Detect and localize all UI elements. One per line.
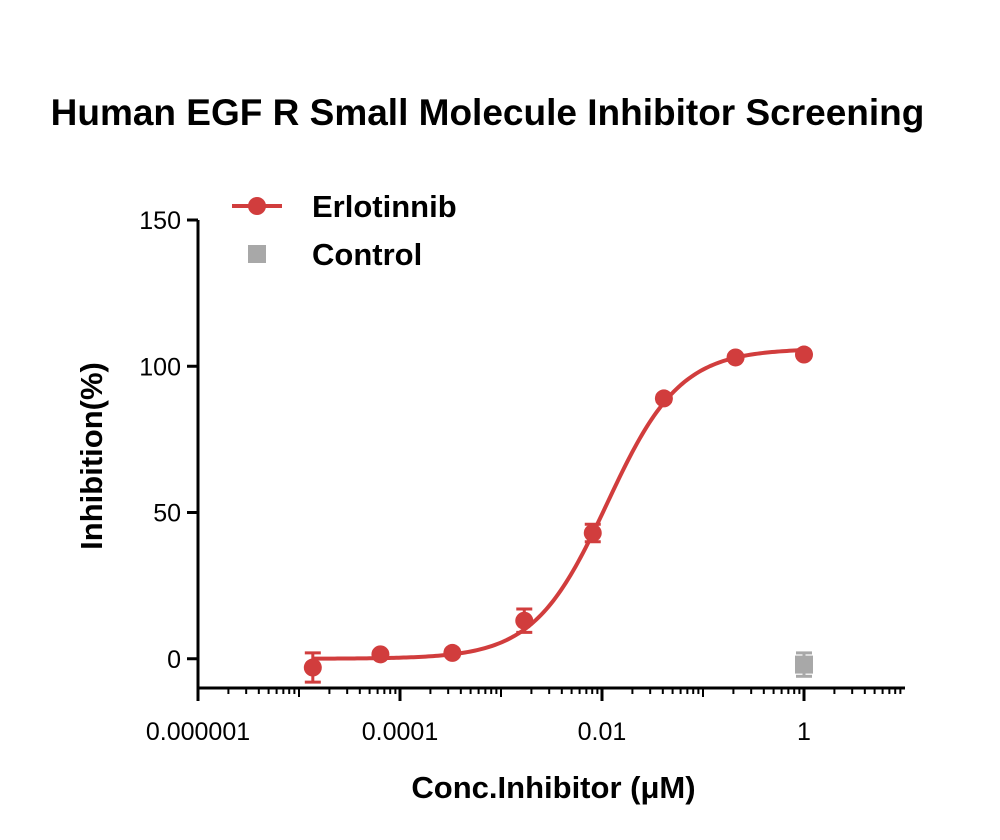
data-point (371, 645, 390, 664)
y-tick-label: 50 (153, 500, 181, 528)
y-axis-title: Inhibition(%) (74, 362, 109, 550)
legend-label-erlotinnib: Erlotinnib (312, 189, 457, 224)
legend-label-control: Control (312, 237, 422, 272)
legend: Erlotinnib Control (232, 189, 457, 272)
fit-curves (312, 348, 805, 661)
data-point (795, 655, 813, 674)
x-tick-label: 0.000001 (146, 718, 250, 746)
data-point (515, 611, 534, 630)
data-point (583, 523, 602, 542)
series-control (795, 651, 813, 678)
y-tick-label: 0 (167, 646, 181, 674)
data-point (726, 348, 745, 367)
x-axis-title: Conc.Inhibitor (μM) (411, 770, 695, 805)
x-tick-label: 0.0001 (362, 718, 438, 746)
data-point (443, 643, 462, 662)
data-point (795, 345, 813, 364)
axes: 0 50 100 150 0.000001 0.0001 0.01 1 (139, 207, 905, 746)
y-tick-label: 150 (139, 207, 181, 235)
legend-marker-control (248, 245, 266, 263)
x-tick-label: 0.01 (578, 718, 627, 746)
y-tick-label: 100 (139, 353, 181, 381)
series-erlotinnib (303, 345, 813, 684)
chart-title: Human EGF R Small Molecule Inhibitor Scr… (50, 92, 925, 133)
data-point (303, 658, 322, 677)
data-point (654, 389, 673, 408)
x-tick-label: 1 (797, 718, 811, 746)
legend-marker-erlotinnib (248, 197, 266, 215)
fit-curve-erlotinnib (312, 348, 805, 661)
data-points (303, 345, 813, 684)
